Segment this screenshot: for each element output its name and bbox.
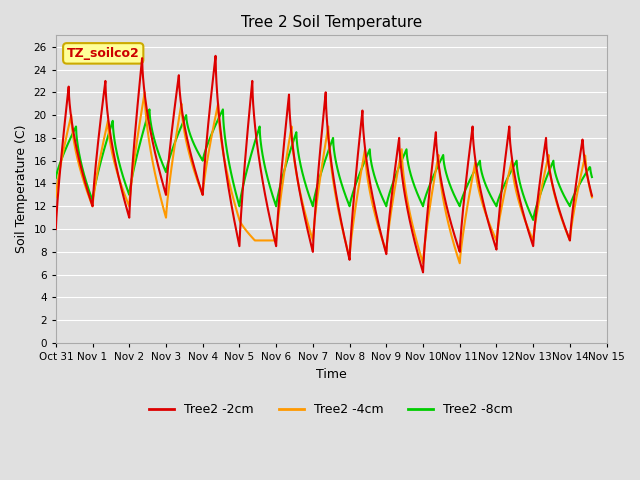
Tree2 -8cm xyxy=(124,188,132,194)
Line: Tree2 -2cm: Tree2 -2cm xyxy=(56,56,592,272)
Tree2 -4cm xyxy=(588,194,596,200)
Tree2 -2cm xyxy=(419,269,427,275)
Tree2 -4cm xyxy=(328,167,335,172)
Tree2 -4cm xyxy=(52,194,60,200)
Legend: Tree2 -2cm, Tree2 -4cm, Tree2 -8cm: Tree2 -2cm, Tree2 -4cm, Tree2 -8cm xyxy=(144,398,518,421)
Title: Tree 2 Soil Temperature: Tree 2 Soil Temperature xyxy=(241,15,422,30)
Tree2 -4cm xyxy=(419,260,427,266)
Tree2 -2cm xyxy=(68,121,76,127)
X-axis label: Time: Time xyxy=(316,368,347,381)
Tree2 -2cm xyxy=(588,193,596,199)
Tree2 -4cm xyxy=(124,200,132,205)
Tree2 -8cm xyxy=(446,182,454,188)
Tree2 -4cm xyxy=(446,227,454,233)
Tree2 -2cm xyxy=(446,216,454,222)
Tree2 -2cm xyxy=(124,210,132,216)
Tree2 -8cm xyxy=(328,139,335,145)
Tree2 -2cm xyxy=(328,162,335,168)
Tree2 -4cm xyxy=(64,126,72,132)
Tree2 -2cm xyxy=(212,53,220,59)
Text: TZ_soilco2: TZ_soilco2 xyxy=(67,47,140,60)
Tree2 -2cm xyxy=(64,89,72,95)
Tree2 -8cm xyxy=(529,217,537,223)
Y-axis label: Soil Temperature (C): Soil Temperature (C) xyxy=(15,125,28,253)
Tree2 -2cm xyxy=(52,226,60,232)
Tree2 -8cm xyxy=(68,132,76,137)
Tree2 -8cm xyxy=(52,175,60,180)
Tree2 -4cm xyxy=(141,89,148,95)
Tree2 -2cm xyxy=(268,223,275,228)
Tree2 -8cm xyxy=(64,141,72,146)
Tree2 -8cm xyxy=(588,174,596,180)
Tree2 -8cm xyxy=(268,189,275,194)
Tree2 -8cm xyxy=(146,107,154,112)
Tree2 -4cm xyxy=(68,126,76,132)
Line: Tree2 -4cm: Tree2 -4cm xyxy=(56,92,592,263)
Line: Tree2 -8cm: Tree2 -8cm xyxy=(56,109,592,220)
Tree2 -4cm xyxy=(268,238,275,243)
